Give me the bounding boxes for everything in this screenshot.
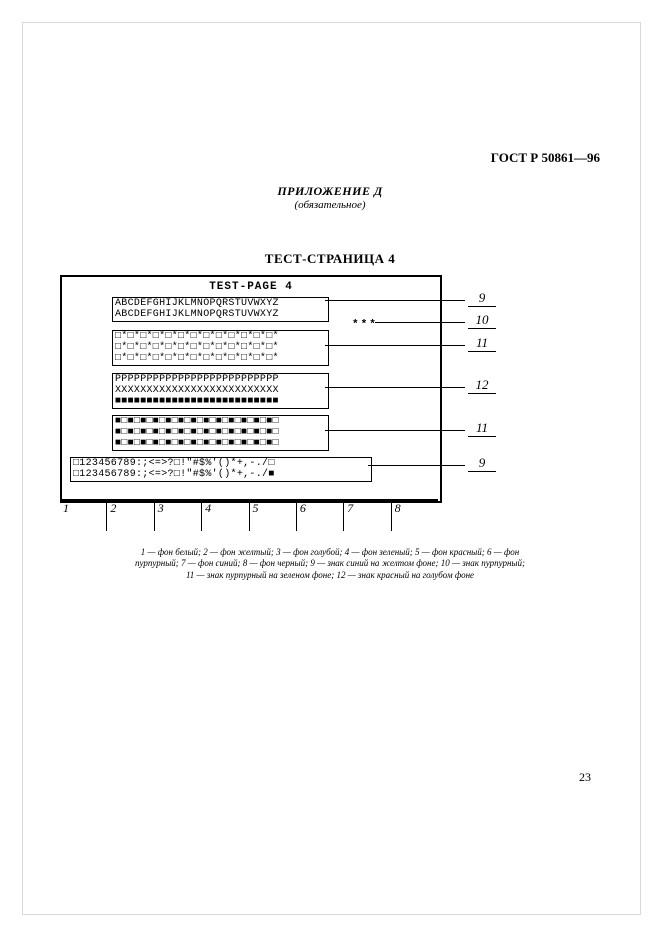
- block-square-star: □*□*□*□*□*□*□*□*□*□*□*□*□* □*□*□*□*□*□*□…: [112, 330, 329, 366]
- legend-line: 1 — фон белый; 2 — фон желтый; 3 — фон г…: [141, 547, 520, 557]
- screen-title: TEST-PAGE 4: [62, 281, 440, 293]
- block-line: □*□*□*□*□*□*□*□*□*□*□*□*□*: [113, 342, 328, 353]
- block-line: XXXXXXXXXXXXXXXXXXXXXXXXXX: [113, 385, 328, 396]
- block-line: □*□*□*□*□*□*□*□*□*□*□*□*□*: [113, 331, 328, 342]
- grid-cell: 3: [155, 501, 202, 531]
- leader-line: [325, 300, 465, 301]
- block-line: ■□■□■□■□■□■□■□■□■□■□■□■□■□: [113, 427, 328, 438]
- grid-cell: 2: [107, 501, 154, 531]
- grid-cell: 4: [202, 501, 249, 531]
- block-alphabet: ABCDEFGHIJKLMNOPQRSTUVWXYZ ABCDEFGHIJKLM…: [112, 297, 329, 322]
- callout: 12: [468, 377, 496, 394]
- callout: 10: [468, 312, 496, 329]
- callout: 11: [468, 420, 496, 437]
- page-number: 23: [579, 770, 591, 785]
- block-line: ■□■□■□■□■□■□■□■□■□■□■□■□■□: [113, 438, 328, 449]
- legend: 1 — фон белый; 2 — фон желтый; 3 — фон г…: [60, 547, 600, 581]
- block-line: PPPPPPPPPPPPPPPPPPPPPPPPPP: [113, 374, 328, 385]
- screen-outline: TEST-PAGE 4 ABCDEFGHIJKLMNOPQRSTUVWXYZ A…: [60, 275, 442, 503]
- block-pxp: PPPPPPPPPPPPPPPPPPPPPPPPPP XXXXXXXXXXXXX…: [112, 373, 329, 409]
- legend-line: пурпурный; 7 — фон синий; 8 — фон черный…: [135, 558, 525, 568]
- block-line: ■■■■■■■■■■■■■■■■■■■■■■■■■■: [113, 396, 328, 407]
- block-checker: ■□■□■□■□■□■□■□■□■□■□■□■□■□ ■□■□■□■□■□■□■…: [112, 415, 329, 451]
- grid-cell: 5: [250, 501, 297, 531]
- document-id: ГОСТ Р 50861—96: [60, 150, 600, 166]
- block-line: □*□*□*□*□*□*□*□*□*□*□*□*□*: [113, 353, 328, 364]
- stars-marker: ***: [352, 319, 378, 331]
- grid-cell: 8: [392, 501, 438, 531]
- grid-cell: 7: [344, 501, 391, 531]
- leader-line: [325, 345, 465, 346]
- legend-line: 11 — знак пурпурный на зеленом фоне; 12 …: [186, 570, 474, 580]
- leader-line: [325, 387, 465, 388]
- leader-line: [325, 430, 465, 431]
- page-content: ГОСТ Р 50861—96 ПРИЛОЖЕНИЕ Д (обязательн…: [60, 150, 600, 581]
- appendix-label: ПРИЛОЖЕНИЕ Д: [60, 184, 600, 199]
- block-line: ABCDEFGHIJKLMNOPQRSTUVWXYZ: [113, 298, 328, 309]
- leader-line: [375, 322, 465, 323]
- grid-cell: 6: [297, 501, 344, 531]
- callout: 9: [468, 455, 496, 472]
- color-grid: 1 2 3 4 5 6 7 8: [60, 499, 438, 531]
- block-line: □123456789:;<=>?□!"#$%'()*+,-./■: [71, 469, 371, 480]
- test-page-title: ТЕСТ-СТРАНИЦА 4: [60, 251, 600, 267]
- block-symbols: □123456789:;<=>?□!"#$%'()*+,-./□ □123456…: [70, 457, 372, 482]
- callout: 11: [468, 335, 496, 352]
- block-line: ABCDEFGHIJKLMNOPQRSTUVWXYZ: [113, 309, 328, 320]
- appendix-type: (обязательное): [60, 199, 600, 211]
- block-line: ■□■□■□■□■□■□■□■□■□■□■□■□■□: [113, 416, 328, 427]
- diagram: TEST-PAGE 4 ABCDEFGHIJKLMNOPQRSTUVWXYZ A…: [60, 275, 600, 535]
- grid-cell: 1: [60, 501, 107, 531]
- callout: 9: [468, 290, 496, 307]
- leader-line: [368, 465, 465, 466]
- block-line: □123456789:;<=>?□!"#$%'()*+,-./□: [71, 458, 371, 469]
